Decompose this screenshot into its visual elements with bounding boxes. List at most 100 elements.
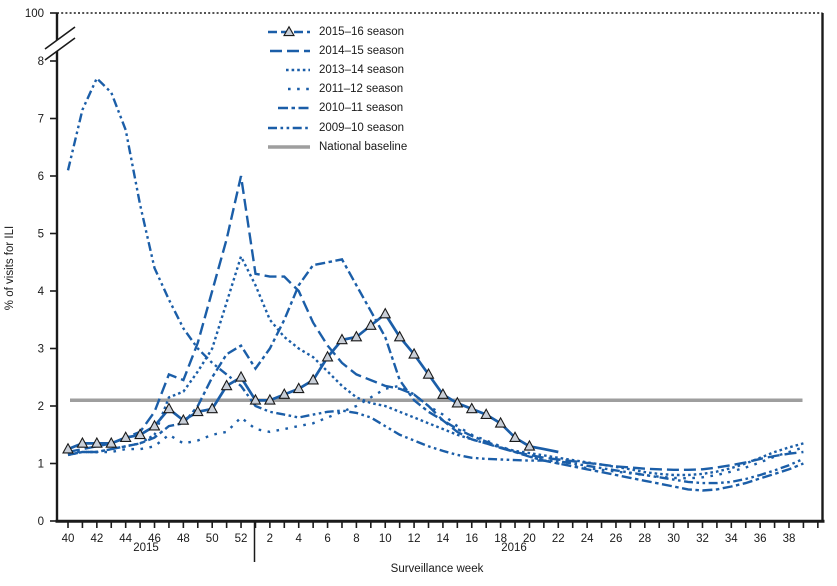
legend-item-2009-10: 2009–10 season: [266, 118, 407, 137]
x-tick-label: 18: [494, 533, 507, 545]
legend-line-sample-dash-dot-dot: [268, 126, 310, 129]
triangle-marker: [494, 416, 507, 428]
triangle-markers: [62, 307, 536, 454]
y-tick-label: 8: [38, 56, 44, 68]
legend-item-national-baseline: National baseline: [266, 137, 407, 156]
legend-item-label: 2014–15 season: [319, 44, 405, 57]
x-tick-label: 28: [638, 533, 651, 545]
x-tick-label: 46: [148, 533, 161, 545]
triangle-marker: [364, 318, 377, 330]
legend-item-label: 2013–14 season: [319, 63, 405, 76]
triangle-marker: [393, 330, 406, 342]
triangle-marker: [191, 405, 204, 417]
triangle-marker: [523, 439, 536, 451]
x-axis: 40 42 44 46 48 50 52 2 4 6 8 10 12 14 16 18 20 22 24 26 28 30…: [62, 522, 819, 562]
legend-item-label: 2009–10 season: [319, 121, 405, 134]
x-tick-label: 12: [408, 533, 421, 545]
x-tick-label: 42: [90, 533, 103, 545]
legend-line-sample-long-dash: [270, 49, 310, 53]
y-tick-label: 2: [38, 401, 44, 413]
triangle-marker: [90, 436, 103, 448]
triangle-marker: [350, 330, 363, 342]
legend-line-sample-dotted: [286, 68, 310, 72]
x-tick-label: 6: [324, 533, 330, 545]
triangle-marker: [408, 347, 421, 359]
legend-line-sample-baseline: [268, 145, 310, 149]
y-tick-label: 6: [38, 171, 44, 183]
x-tick-label: 52: [235, 533, 248, 545]
legend-item-2014-15: 2014–15 season: [266, 41, 407, 60]
plot-frame: [55, 12, 825, 523]
x-tick-label: 14: [437, 533, 450, 545]
x-tick-label: 34: [725, 533, 738, 545]
triangle-marker: [451, 396, 464, 408]
x-tick-label: 26: [610, 533, 623, 545]
triangle-marker: [278, 387, 291, 399]
legend-item-2013-14: 2013–14 season: [266, 60, 407, 79]
x-tick-label: 30: [667, 533, 680, 545]
triangle-marker: [321, 350, 334, 362]
series-lines: [66, 76, 804, 492]
axis-break-slash: [44, 26, 76, 50]
legend-item-2011-12: 2011–12 season: [266, 80, 407, 99]
triangle-marker: [148, 419, 161, 431]
triangle-marker: [235, 370, 247, 382]
triangle-marker: [422, 367, 435, 379]
x-tick-label: 38: [783, 533, 796, 545]
x-axis-title: Surveillance week: [390, 563, 484, 575]
y-tick-label: 0: [38, 516, 44, 528]
triangle-marker: [292, 382, 305, 394]
triangle-marker: [134, 428, 147, 440]
triangle-marker: [263, 393, 276, 405]
triangle-marker: [177, 413, 190, 425]
triangle-marker: [76, 436, 89, 448]
y-tick-label: 4: [38, 286, 45, 298]
series-line-2010-11-: [67, 258, 804, 492]
x-tick-label: 22: [552, 533, 565, 545]
y-axis: 0 1 2 3 4 5 6 7 8 100: [25, 8, 76, 528]
triangle-marker: [220, 379, 233, 391]
triangle-marker: [436, 387, 449, 399]
series-line-2014-15-: [67, 175, 804, 471]
x-tick-label: 32: [696, 533, 709, 545]
triangle-marker: [249, 393, 262, 405]
legend-line-sample-dash-dot: [278, 107, 310, 110]
legend-item-label: 2015–16 season: [319, 25, 405, 38]
x-tick-label: 2: [267, 533, 273, 545]
legend-line-sample-triangle: [268, 25, 310, 36]
triangle-marker: [509, 431, 521, 442]
axis-break-gap: [45, 27, 75, 60]
x-tick-label: 20: [523, 533, 536, 545]
series-line-2013-14-: [67, 253, 804, 477]
x-tick-label: 8: [353, 533, 359, 545]
y-tick-label: 3: [38, 344, 44, 356]
legend-item-label: 2011–12 season: [319, 83, 404, 96]
triangle-marker: [465, 402, 478, 414]
legend-line-sample-sparse-dot: [288, 87, 310, 91]
y-tick-label: 7: [38, 114, 44, 126]
year-label-2016: 2016: [501, 542, 527, 554]
x-tick-label: 36: [754, 533, 767, 545]
legend-item-2010-11: 2010–11 season: [266, 99, 407, 118]
x-tick-label: 44: [119, 533, 132, 545]
legend-item-2015-16: 2015–16 season: [266, 22, 407, 41]
y-axis-title: % of visits for ILI: [4, 225, 16, 311]
x-tick-label: 10: [379, 533, 392, 545]
series-line-2011-12-: [68, 384, 804, 480]
x-tick-label: 50: [206, 533, 219, 545]
axis-break-slash: [44, 37, 76, 61]
legend-item-label: 2010–11 season: [319, 102, 404, 115]
triangle-marker: [105, 436, 118, 448]
triangle-marker: [62, 442, 74, 454]
series-line-2009-10-: [66, 76, 804, 485]
x-tick-label: 40: [62, 533, 75, 545]
legend-item-label: National baseline: [319, 140, 408, 153]
triangle-marker: [163, 402, 175, 414]
y-tick-label: 5: [38, 229, 44, 241]
triangle-marker: [480, 408, 493, 419]
x-tick-label: 24: [581, 533, 594, 545]
x-tick-label: 4: [296, 533, 303, 545]
triangle-marker: [119, 431, 132, 442]
